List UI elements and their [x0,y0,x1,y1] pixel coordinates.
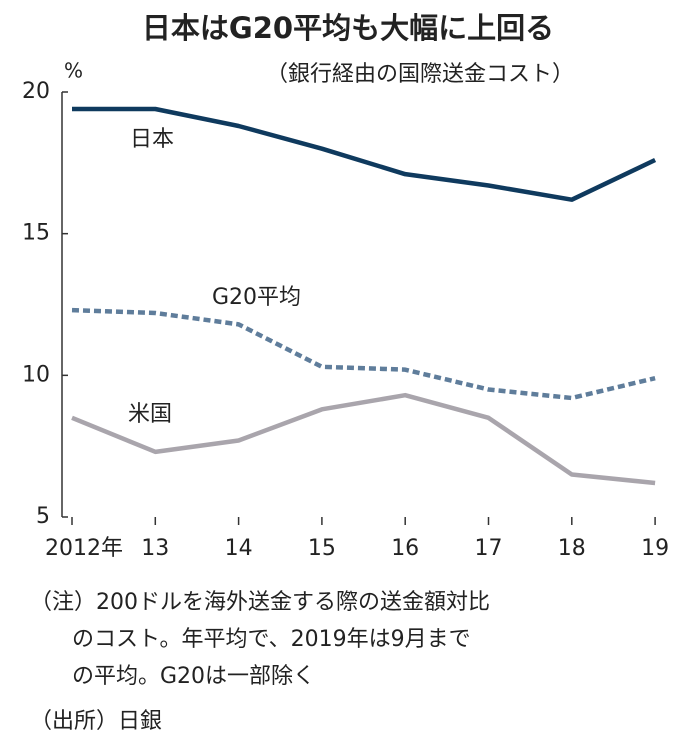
x-tick-label: 15 [308,536,336,561]
series-label: 米国 [128,402,172,427]
series-label: 日本 [130,127,174,152]
x-tick-label: 16 [391,536,419,561]
x-tick-label: 17 [475,536,503,561]
note: のコスト。年平均で、2019年は9月まで [72,627,471,652]
y-tick-label: 5 [36,504,50,529]
note: （注）200ドルを海外送金する際の送金額対比 [30,590,490,615]
y-tick-label: 10 [22,362,50,387]
y-unit: % [64,59,83,83]
x-tick-label: 2012年 [45,536,123,561]
source: （出所）日銀 [30,709,162,734]
series-line [72,106,657,202]
x-tick-label: 13 [141,536,169,561]
x-tick-label: 18 [558,536,586,561]
x-tick-label: 19 [641,536,669,561]
x-tick-label: 14 [225,536,253,561]
note: の平均。G20は一部除く [72,664,315,689]
series-label: G20平均 [212,285,301,310]
series-line [71,392,656,486]
y-tick-label: 15 [22,221,50,246]
chart-title: 日本はG20平均も大幅に上回る [142,11,554,45]
chart-subtitle: （銀行経由の国際送金コスト） [266,62,574,87]
series-line [71,307,656,401]
y-tick-label: 20 [22,79,50,104]
